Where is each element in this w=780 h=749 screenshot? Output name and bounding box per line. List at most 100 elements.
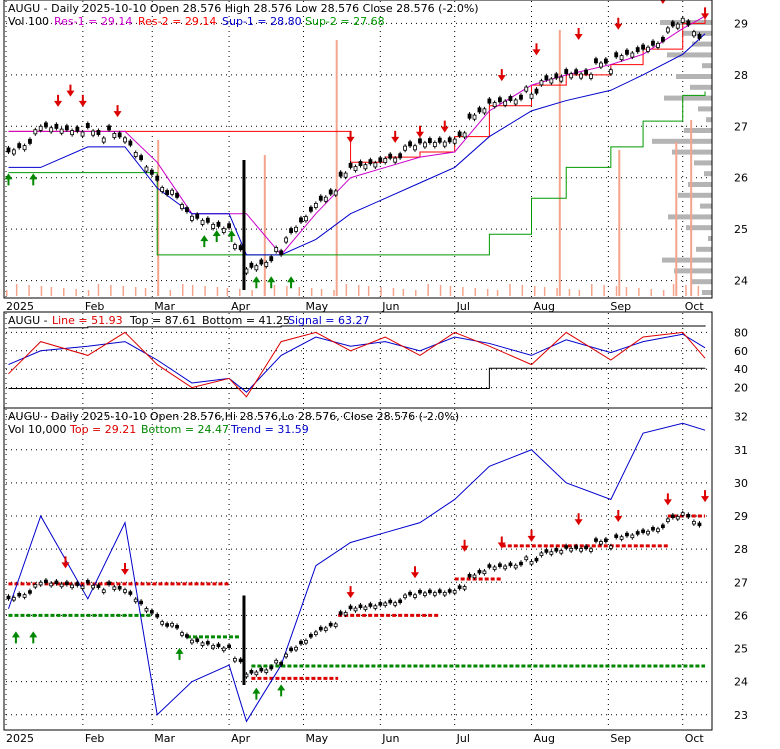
trend-panel-frame: [3, 407, 713, 731]
rsi-header-bottom-label: Bottom = 41.25: [202, 314, 290, 327]
volume-bar: [40, 286, 43, 296]
price-candle-body: [498, 97, 502, 103]
price-candle-body: [180, 204, 184, 210]
y-tick-label: 26: [734, 609, 748, 622]
rsi-header-signal-label: Signal = 63.27: [288, 314, 370, 327]
volume-bar: [28, 285, 30, 296]
price-candle-body: [323, 196, 328, 202]
volume-bar: [415, 290, 417, 296]
price-candle-body: [437, 137, 442, 143]
volume-profile-bar: [696, 246, 712, 252]
trend-candle-body: [467, 573, 472, 578]
trend-candle-body: [54, 580, 59, 585]
sup2-line: [8, 91, 706, 256]
price-candle-body: [54, 123, 59, 129]
trend-candle-body: [579, 548, 583, 552]
price-candle-body: [227, 223, 231, 229]
sell-signal-arrow: [460, 539, 469, 552]
trend-candle-body: [373, 605, 378, 609]
price-candle-body: [17, 143, 22, 149]
price-y-ticks: 29 28 27 26 25 24: [734, 17, 748, 287]
trend-candle-body: [619, 536, 624, 540]
price-candle-body: [482, 108, 487, 114]
trend-candle-body: [338, 611, 343, 615]
trend-candle-body: [274, 659, 279, 664]
price-candle-body: [139, 155, 143, 161]
trend-candle-body: [646, 530, 650, 535]
trend-candle-body: [190, 639, 194, 644]
volume-profile-bar: [700, 203, 712, 209]
trend-candle-body: [641, 529, 645, 533]
price-candle-body: [264, 261, 269, 267]
rsi-top-band: [8, 325, 706, 329]
trend-candle-body: [38, 581, 43, 586]
x-tick-label: Jun: [381, 300, 399, 313]
price-candle-body: [107, 125, 111, 131]
volume-bar: [333, 290, 335, 296]
price-candle-body: [408, 141, 412, 147]
price-candle-body: [38, 125, 43, 131]
volume-profile-bar: [704, 171, 712, 177]
volume-bar: [697, 286, 700, 296]
x-tick-label: Jul: [456, 300, 470, 313]
x-tick-label: Apr: [231, 732, 251, 745]
buy-signal-arrow: [287, 276, 296, 289]
price-candle-body: [574, 69, 579, 75]
trend-candle-body: [75, 582, 80, 586]
buy-signal-arrow: [29, 631, 38, 644]
trend-candle-body: [584, 545, 588, 550]
price-candle-body: [413, 145, 417, 151]
trend-candle-body: [358, 604, 363, 608]
price-candle-body: [216, 221, 221, 227]
buy-signal-arrow: [200, 235, 209, 248]
trend-candle-body: [195, 638, 200, 642]
sell-signal-arrow: [701, 490, 710, 503]
price-candle-body: [190, 215, 194, 221]
trend-candle-body: [378, 602, 383, 606]
trend-candle-body: [160, 621, 165, 625]
volume-bar: [578, 290, 581, 296]
price-candle-body: [594, 58, 598, 64]
volume-bar: [402, 289, 405, 296]
sell-signal-arrow: [66, 84, 75, 97]
trend-candle-body: [259, 667, 264, 672]
volume-bar: [618, 150, 621, 296]
trend-candle-body: [651, 527, 655, 531]
trend-header-trend-label: Trend = 31.59: [230, 423, 309, 436]
sell-signal-arrow: [346, 586, 355, 599]
price-candle-body: [457, 131, 462, 137]
volume-bar: [543, 287, 546, 296]
trend-candle-body: [323, 627, 328, 631]
price-candle-body: [487, 98, 492, 104]
price-candle-body: [524, 86, 529, 92]
trend-candle-body: [318, 626, 323, 631]
volume-bar: [462, 287, 464, 296]
rsi-panel-marks: [5, 313, 710, 407]
volume-bar: [358, 285, 360, 296]
price-candle-body: [238, 245, 243, 251]
price-candle-body: [309, 206, 313, 212]
price-candle-body: [368, 159, 373, 165]
trend-candle-body: [447, 589, 452, 593]
price-panel: AUGU - Daily 2025-10-10 Open 28.576 High…: [3, 0, 748, 299]
price-candle-body: [149, 169, 154, 175]
rsi-bottom-band: [8, 367, 706, 390]
price-candle-body: [294, 226, 298, 232]
price-candle-body: [333, 190, 338, 196]
x-tick-label: Mar: [154, 732, 175, 745]
volume-profile-bar: [662, 257, 712, 263]
buy-signal-arrow: [227, 230, 236, 242]
trend-candle-body: [91, 584, 96, 589]
trend-candle-body: [175, 624, 179, 629]
price-candle-body: [28, 138, 32, 144]
volume-profile-bar: [692, 279, 712, 285]
x-tick-label: Aug: [534, 732, 555, 745]
price-candle-body: [656, 42, 660, 48]
price-candle-body: [614, 52, 619, 58]
rsi-y-ticks: 80 60 40 20: [734, 326, 748, 394]
trend-candle-body: [457, 585, 462, 589]
trend-candle-body: [123, 589, 127, 593]
trend-candle-body: [544, 549, 549, 553]
trend-candle-body: [80, 585, 85, 589]
price-candle-body: [170, 189, 174, 195]
